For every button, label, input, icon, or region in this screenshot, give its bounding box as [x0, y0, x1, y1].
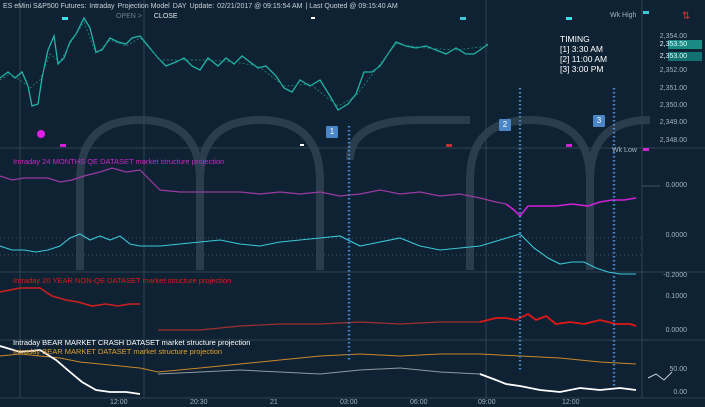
panel-separators — [0, 147, 705, 399]
price-line — [0, 16, 489, 111]
price-axis-label: 2,349.00 — [659, 119, 687, 126]
qe-axis-label: 0.0000 — [665, 182, 687, 189]
cyan-series-line — [0, 233, 521, 253]
wk-low-label: Wk Low — [612, 147, 637, 154]
chart-title: ES eMini S&P500 Futures: Intraday Projecti… — [3, 3, 398, 10]
watermark-logo — [76, 115, 651, 270]
qe-panel-label: Intraday 24 MONTHS QE DATASET market str… — [13, 157, 225, 166]
nonqe-series-line — [0, 287, 140, 307]
open-close-label: OPEN > CLOSE — [116, 13, 178, 20]
timing-lines — [347, 88, 616, 386]
nonqe-axis-label: 0.0000 — [665, 327, 687, 334]
time-axis-label: 06:00 — [410, 399, 428, 406]
crash-right-stub — [647, 371, 673, 381]
time-axis-label: 03:00 — [340, 399, 358, 406]
nonqe-panel-label: Intraday 20 YEAR NON-QE DATASET market s… — [13, 276, 232, 285]
timing-marker-1[interactable]: 1 — [326, 126, 338, 138]
trend-arrows-icon[interactable]: ⇅ — [682, 11, 691, 22]
top-ticks — [37, 11, 649, 151]
crash-axis-label: 0.00 — [673, 389, 687, 396]
bear-series-line — [0, 353, 637, 373]
price-line-dotted — [0, 20, 489, 107]
qe-series-projection — [505, 197, 637, 218]
time-axis-label: 20:30 — [190, 399, 208, 406]
wk-high-label: Wk High — [610, 12, 637, 19]
price-axis-label: 2,348.00 — [659, 137, 687, 144]
price-axis-label: 2,352.00 — [659, 67, 687, 74]
price-axis-label: 2,350.00 — [659, 102, 687, 109]
price-axis-current: 2,353.50 — [659, 41, 687, 48]
price-axis-label: 2,354.00 — [659, 33, 687, 40]
time-axis-label: 21 — [270, 399, 278, 406]
price-tag-current — [668, 40, 702, 49]
nonqe-axis-label: 0.1000 — [665, 293, 687, 300]
price-axis-label: 2,351.00 — [659, 85, 687, 92]
time-axis-label: 09:00 — [478, 399, 496, 406]
time-axis-label: 12:00 — [110, 399, 128, 406]
bear-panel-label: Intraday BEAR MARKET DATASET market stru… — [13, 347, 223, 356]
timing-marker-2[interactable]: 2 — [499, 119, 511, 131]
nonqe-series-projection — [479, 312, 637, 327]
timing-marker-3[interactable]: 3 — [593, 115, 605, 127]
nonqe-series-mid — [158, 321, 480, 331]
cyan-axis-label: 0.0000 — [665, 232, 687, 239]
price-tag-prev — [668, 52, 702, 61]
crash-series-projection — [479, 373, 637, 393]
qe-series-line — [0, 167, 507, 205]
price-axis-prev: 2,353.00 — [659, 53, 687, 60]
timing-box: TIMING [1] 3:30 AM [2] 11:00 AM [3] 3:00… — [560, 34, 608, 74]
crash-axis-label: 50.00 — [669, 366, 687, 373]
time-axis-label: 12:00 — [562, 399, 580, 406]
cyan-series-projection — [519, 233, 636, 275]
cyan-axis-label: -0.2000 — [663, 272, 687, 279]
crash-series-mid — [157, 367, 481, 375]
crash-panel-label: Intraday BEAR MARKET CRASH DATASET marke… — [13, 338, 251, 347]
crash-series-line — [0, 345, 141, 395]
